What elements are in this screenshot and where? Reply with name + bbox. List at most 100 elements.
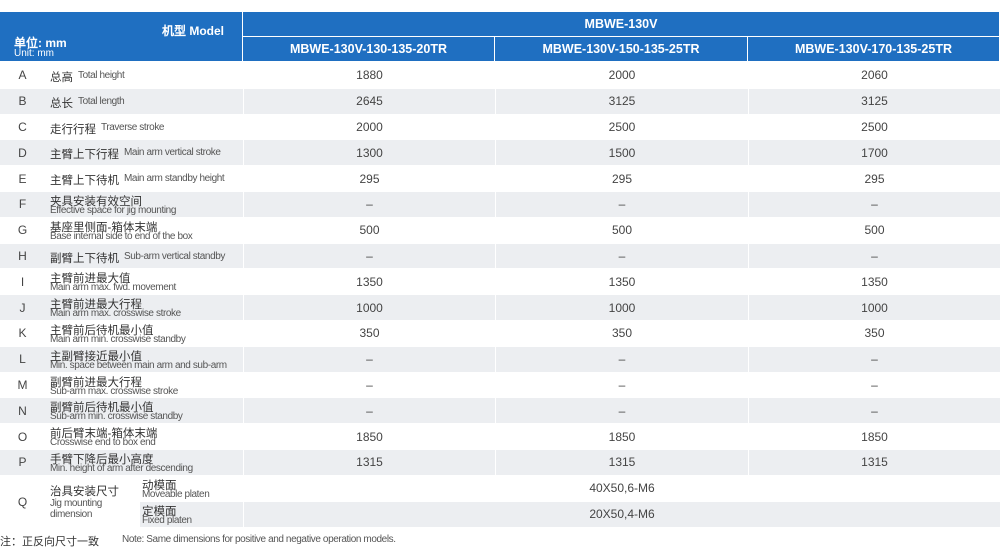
spec-value: – — [243, 398, 495, 424]
label-cn: 主臂前后待机最小值 — [50, 325, 154, 337]
spec-row: O 前后臂末端-箱体末端 Crosswise end to box end 1850 1… — [0, 424, 1000, 450]
label-en: Sub-arm vertical standby — [124, 250, 226, 262]
spec-value: – — [495, 398, 748, 424]
spec-value: 500 — [243, 217, 495, 243]
label-cn: 副臂前后待机最小值 — [50, 402, 154, 415]
label-cn: 基座里侧面-箱体末端 — [50, 221, 158, 234]
label-cn: 手臂下降后最小高度 — [50, 454, 154, 466]
series-header: MBWE-130V — [243, 12, 1000, 37]
label-cn: 主臂上下行程 — [50, 149, 119, 162]
row-code: J — [19, 300, 26, 315]
spec-value: – — [243, 372, 495, 398]
row-label: 副臂前进最大行程 Sub-arm max. crosswise stroke — [50, 373, 245, 398]
row-label: 主臂前后待机最小值 Main arm min. crosswise standby — [50, 321, 245, 346]
spec-value: – — [748, 243, 1000, 269]
row-code: L — [19, 352, 26, 367]
row-code: E — [18, 171, 27, 186]
label-cn: 主臂前进最大行程 — [50, 299, 142, 312]
label-cn: 夹具安装有效空间 — [50, 196, 142, 208]
row-label: 主臂上下待机 Main arm standby height — [50, 166, 245, 191]
sub-label: 动模面 Moveable platen — [140, 476, 243, 501]
jig-row: 定模面 Fixed platen 20X50,4-M6 — [140, 501, 1000, 528]
row-code: I — [20, 274, 25, 289]
label-en: Crosswise end to box end — [50, 437, 156, 449]
spec-value: – — [495, 243, 748, 269]
spec-value: 1850 — [243, 424, 495, 449]
spec-value: 1315 — [243, 450, 495, 475]
spec-value: 1500 — [495, 140, 748, 166]
spec-value: 2000 — [243, 114, 495, 140]
jig-value: 40X50,6-M6 — [243, 475, 1000, 501]
jig-row: 动模面 Moveable platen 40X50,6-M6 — [140, 475, 1000, 502]
label-cn: 主副臂接近最小值 — [50, 350, 142, 363]
spec-value: 2500 — [748, 114, 1000, 140]
label-en: Min. height of arm after descending — [50, 463, 193, 474]
row-code: G — [17, 223, 28, 238]
spec-value: 1000 — [495, 295, 748, 320]
model-label: 机型 Model — [162, 24, 224, 38]
row-code: A — [18, 68, 27, 83]
label-cn: 总高 — [50, 72, 73, 84]
spec-row: D 主臂上下行程 Main arm vertical stroke 1300 1500 1… — [0, 140, 1000, 167]
spec-row: M 副臂前进最大行程 Sub-arm max. crosswise stroke – –… — [0, 372, 1000, 399]
row-label: 主臂前进最大值 Main arm max. fwd. movement — [50, 269, 245, 294]
label-en: Sub-arm max. crosswise stroke — [50, 385, 178, 397]
sub-cn: 定模面 — [142, 505, 177, 518]
spec-value: 1850 — [748, 424, 1000, 449]
spec-value: 350 — [495, 321, 748, 346]
spec-row: H 副臂上下待机 Sub-arm vertical standby – – – — [0, 243, 1000, 270]
spec-row: J 主臂前进最大行程 Main arm max. crosswise stroke 1… — [0, 295, 1000, 321]
spec-row: G 基座里侧面-箱体末端 Base internal side to end of … — [0, 217, 1000, 244]
row-code: O — [17, 429, 28, 444]
corner-cell: 机型 Model 单位: mm Unit: mm — [0, 12, 243, 62]
label-en: Main arm standby height — [124, 173, 225, 185]
spec-row: B 总长 Total length 2645 3125 3125 — [0, 88, 1000, 115]
label-en: Main arm max. crosswise stroke — [50, 308, 181, 320]
row-label: 副臂上下待机 Sub-arm vertical standby — [50, 244, 245, 269]
spec-value: 2000 — [495, 63, 748, 88]
label-en: Main arm max. fwd. movement — [50, 282, 176, 294]
row-label: 手臂下降后最小高度 Min. height of arm after descen… — [50, 450, 245, 475]
spec-value: – — [748, 192, 1000, 217]
row-code: K — [18, 326, 27, 341]
label-cn: 副臂上下待机 — [50, 252, 119, 265]
spec-row: L 主副臂接近最小值 Min. space between main arm and… — [0, 346, 1000, 373]
label-cn: 主臂上下待机 — [50, 175, 119, 188]
spec-value: 295 — [748, 166, 1000, 191]
spec-value: 1350 — [243, 269, 495, 295]
unit-cn: 单位: mm — [14, 36, 67, 50]
spec-row: I 主臂前进最大值 Main arm max. fwd. movement 1350 1… — [0, 269, 1000, 296]
jig-label: 治具安装尺寸 Jig mounting dimension — [50, 476, 140, 528]
label-en: Effective space for jig mounting — [50, 205, 176, 216]
model-header: MBWE-130V-170-135-25TR — [748, 37, 1000, 62]
spec-value: – — [748, 398, 1000, 424]
note-en: Note: Same dimensions for positive and n… — [122, 534, 396, 545]
spec-value: – — [243, 243, 495, 269]
note-cn: 注：正反向尺寸一致 — [0, 536, 99, 548]
spec-value: 350 — [748, 321, 1000, 346]
spec-value: – — [748, 346, 1000, 372]
spec-value: 3125 — [748, 88, 1000, 114]
spec-row: A 总高 Total height 1880 2000 2060 — [0, 63, 1000, 89]
spec-value: – — [495, 346, 748, 372]
row-code: H — [18, 248, 27, 263]
spec-row: N 副臂前后待机最小值 Sub-arm min. crosswise standby… — [0, 398, 1000, 425]
spec-value: 1000 — [748, 295, 1000, 320]
spec-value: 1350 — [495, 269, 748, 295]
spec-value: 500 — [748, 217, 1000, 243]
spec-value: 1315 — [748, 450, 1000, 475]
spec-value: 350 — [243, 321, 495, 346]
spec-value: 1000 — [243, 295, 495, 320]
spec-value: – — [748, 372, 1000, 398]
spec-value: 500 — [495, 217, 748, 243]
label-cn: 前后臂末端-箱体末端 — [50, 428, 158, 441]
spec-value: 1880 — [243, 63, 495, 88]
row-label: 走行行程 Traverse stroke — [50, 115, 245, 140]
row-code: F — [18, 197, 27, 212]
row-code: D — [18, 145, 27, 160]
label-cn: 走行行程 — [50, 123, 96, 136]
row-code: M — [17, 377, 28, 392]
spec-row: P 手臂下降后最小高度 Min. height of arm after desce… — [0, 450, 1000, 476]
row-code: B — [18, 94, 27, 109]
row-code: C — [18, 119, 27, 134]
